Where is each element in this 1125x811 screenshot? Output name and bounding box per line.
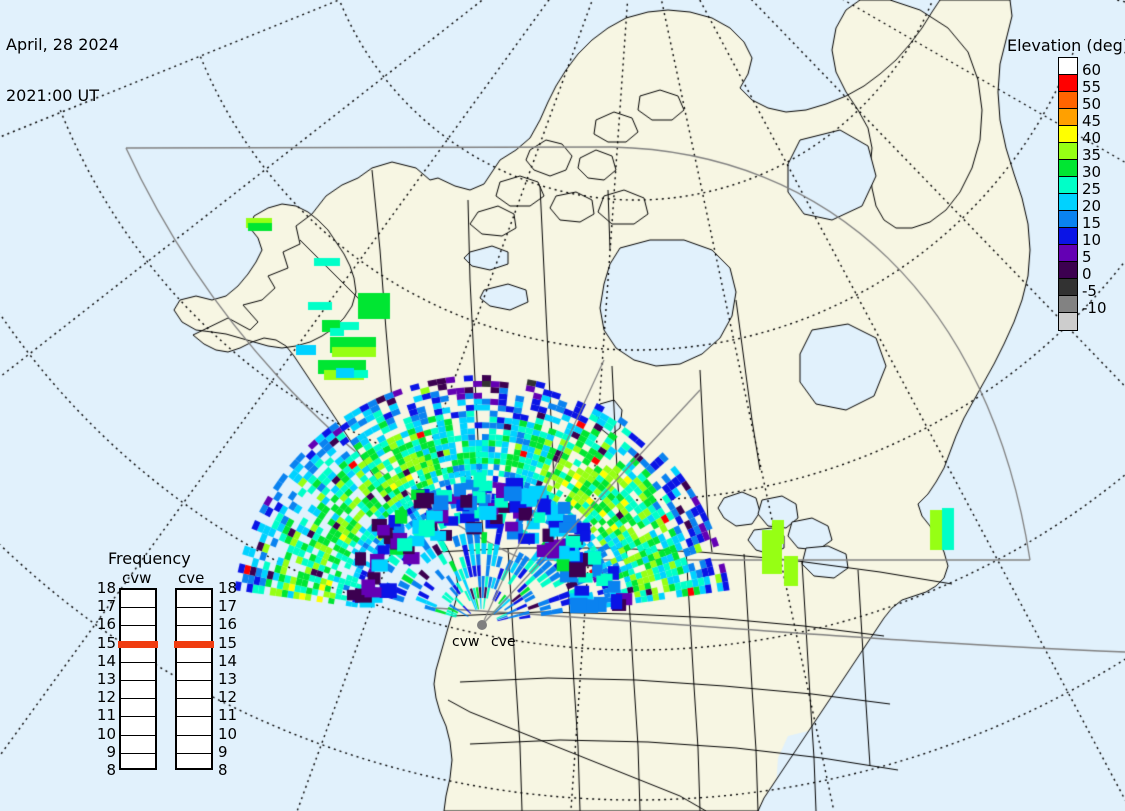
timestamp-date: April, 28 2024 <box>6 35 119 54</box>
frequency-tick: 10 <box>218 724 238 743</box>
colorbar-swatch <box>1059 296 1077 313</box>
frequency-marker <box>118 640 158 648</box>
colorbar-swatch <box>1059 313 1077 330</box>
frequency-tick: 13 <box>218 670 238 688</box>
colorbar-tick: 20 <box>1082 197 1102 215</box>
frequency-bar-cvw <box>118 588 158 772</box>
colorbar-tick: 45 <box>1082 112 1102 130</box>
frequency-tick: 11 <box>218 706 238 725</box>
frequency-tick: 12 <box>96 688 116 707</box>
colorbar-tick: -5 <box>1082 282 1097 300</box>
frequency-cell <box>177 717 211 736</box>
colorbar-tick: 40 <box>1082 129 1102 147</box>
frequency-tick: 14 <box>218 651 238 670</box>
frequency-legend-title: Frequency <box>108 549 191 568</box>
station-marker-dot <box>477 620 487 630</box>
frequency-cell <box>177 699 211 718</box>
colorbar-tick: 10 <box>1082 231 1102 249</box>
frequency-tick: 8 <box>218 761 228 779</box>
timestamp: April, 28 2024 2021:00 UT <box>6 2 119 138</box>
frequency-marker <box>174 640 214 648</box>
frequency-tick: 14 <box>96 651 116 670</box>
frequency-cell <box>121 736 155 754</box>
colorbar-swatch <box>1059 177 1077 194</box>
colorbar-swatch <box>1059 160 1077 177</box>
frequency-tick: 18 <box>96 579 116 597</box>
frequency-tick: 11 <box>96 706 116 725</box>
frequency-cell <box>121 590 155 609</box>
frequency-tick: 15 <box>96 633 116 652</box>
frequency-column-label-cve: cve <box>178 569 205 587</box>
frequency-cell <box>121 699 155 718</box>
colorbar-swatch <box>1059 92 1077 109</box>
frequency-cell <box>177 681 211 700</box>
colorbar-tick: 0 <box>1082 265 1092 283</box>
frequency-cell <box>121 645 155 663</box>
colorbar-swatch <box>1059 228 1077 245</box>
colorbar-swatch <box>1059 143 1077 160</box>
colorbar-tick: 25 <box>1082 180 1102 198</box>
frequency-cell <box>177 736 211 754</box>
frequency-tick: 9 <box>218 742 228 761</box>
colorbar-swatch <box>1059 109 1077 126</box>
frequency-tick: 16 <box>96 615 116 634</box>
frequency-cell <box>121 608 155 627</box>
frequency-tick: 10 <box>96 724 116 743</box>
frequency-column-label-cvw: cvw <box>122 569 152 587</box>
colorbar-tick: 60 <box>1082 61 1102 79</box>
frequency-cell <box>121 681 155 700</box>
colorbar-tick: 15 <box>1082 214 1102 232</box>
colorbar-swatch <box>1059 211 1077 228</box>
frequency-tick: 15 <box>218 633 238 652</box>
frequency-cell <box>121 663 155 681</box>
frequency-cell <box>177 608 211 627</box>
frequency-cell <box>177 590 211 609</box>
frequency-cell <box>177 645 211 663</box>
frequency-tick: 18 <box>218 579 238 597</box>
colorbar-swatch <box>1059 245 1077 262</box>
frequency-tick: 17 <box>218 597 238 616</box>
colorbar-swatch <box>1059 126 1077 143</box>
frequency-tick: 9 <box>106 742 116 761</box>
frequency-tick: 13 <box>96 670 116 688</box>
colorbar-swatch <box>1059 194 1077 211</box>
colorbar-swatch <box>1059 75 1077 92</box>
colorbar-tick: 30 <box>1082 163 1102 181</box>
frequency-bar-cve <box>174 588 214 772</box>
frequency-cell <box>177 754 211 772</box>
frequency-cell <box>121 717 155 736</box>
colorbar-tick: 55 <box>1082 78 1102 96</box>
colorbar-tick: -10 <box>1082 299 1107 317</box>
frequency-cell <box>118 626 158 648</box>
station-label-cvw: cvw <box>452 634 480 650</box>
frequency-cell <box>121 754 155 772</box>
frequency-tick: 16 <box>218 615 238 634</box>
frequency-tick: 17 <box>96 597 116 616</box>
frequency-tick: 12 <box>218 688 238 707</box>
colorbar-swatch <box>1059 58 1077 75</box>
colorbar-swatch <box>1059 262 1077 279</box>
frequency-cell <box>174 626 214 648</box>
timestamp-time: 2021:00 UT <box>6 86 100 105</box>
frequency-legend: Frequency cvw 18 17 16 15 14 13 12 11 10 9 8 cve 18 17… <box>86 549 238 789</box>
colorbar-tick: 50 <box>1082 95 1102 113</box>
colorbar-swatch <box>1059 279 1077 296</box>
colorbar-tick: 5 <box>1082 248 1092 266</box>
colorbar-tick: 35 <box>1082 146 1102 164</box>
frequency-tick: 8 <box>106 761 116 779</box>
elevation-colorbar: Elevation (deg) 60 55 50 45 40 35 30 25 20 15 10 5 0… <box>1002 36 1125 356</box>
frequency-cell <box>177 663 211 681</box>
station-label-cve: cve <box>491 634 516 650</box>
colorbar-title: Elevation (deg) <box>1007 36 1125 55</box>
colorbar-swatches <box>1058 57 1078 331</box>
